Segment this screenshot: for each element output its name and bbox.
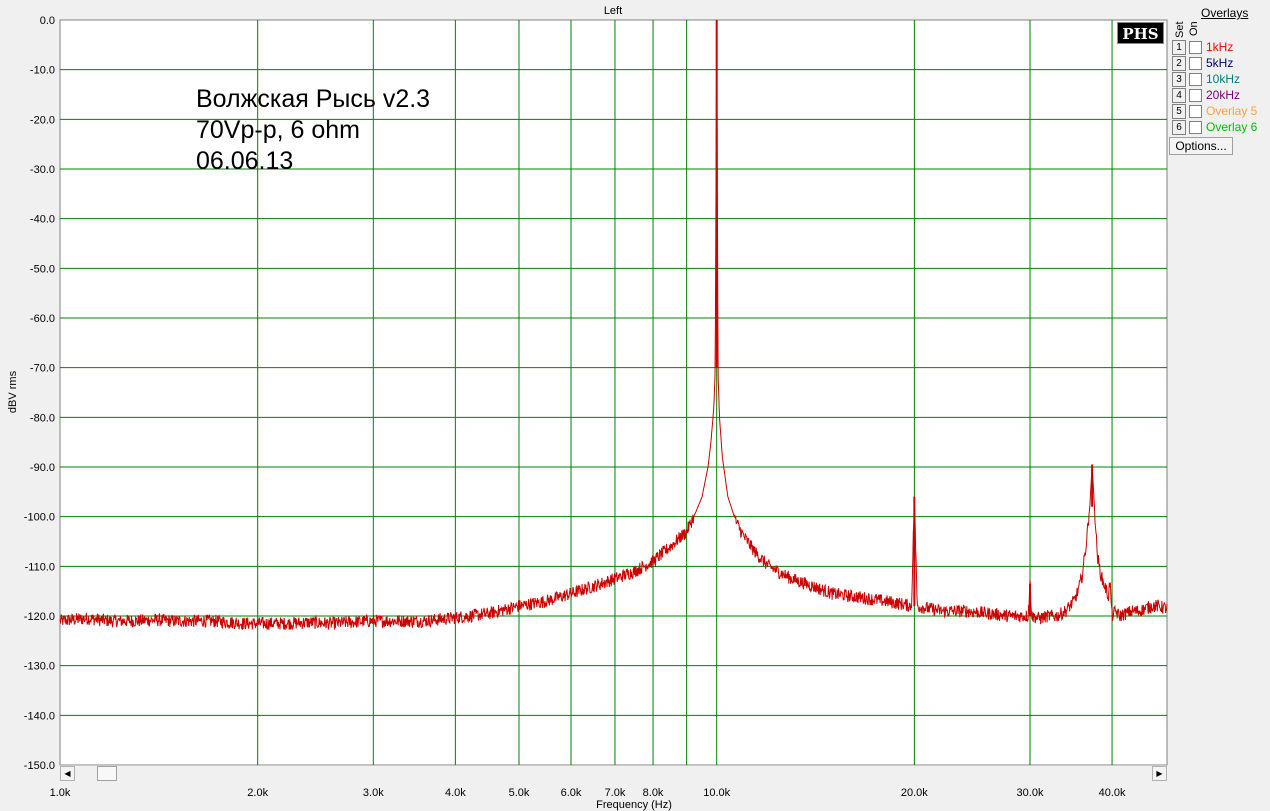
y-tick-label: -80.0 [30,412,55,424]
y-tick-label: -10.0 [30,65,55,77]
scrollbar-thumb[interactable] [97,766,117,781]
gridlines [60,20,1167,765]
overlay-set-button-1[interactable]: 1 [1172,40,1186,55]
overlay-label-5: Overlay 5 [1206,104,1258,118]
y-tick-label: -50.0 [30,263,55,275]
overlay-label-3: 10kHz [1206,72,1241,86]
x-tick-label: 3.0k [363,787,384,799]
y-axis-tick-labels: 0.0 -10.0 -20.0 -30.0 -40.0 -50.0 -60.0 -70.0 -8… [24,15,55,772]
overlay-on-checkbox-4[interactable] [1189,89,1202,102]
x-tick-label: 6.0k [561,787,582,799]
overlay-label-2: 5kHz [1206,56,1234,70]
options-button[interactable]: Options... [1169,137,1233,155]
overlay-set-button-3[interactable]: 3 [1172,72,1186,87]
overlays-panel: Overlays Set On 1 1kHz 2 5kHz 3 10kHz 4 20kHz 5 O… [1168,0,1270,811]
x-tick-label: 1.0k [50,787,71,799]
overlay-row-1: 1 1kHz [1172,40,1268,55]
annotation-block: Волжская Рысь v2.3 70Vp-p, 6 ohm 06.06.13 [196,85,430,175]
x-tick-label: 10.0k [703,787,730,799]
overlay-row-4: 4 20kHz [1172,88,1268,103]
x-tick-label: 5.0k [509,787,530,799]
x-tick-label: 20.0k [901,787,928,799]
overlay-on-checkbox-2[interactable] [1189,57,1202,70]
set-column-label: Set [1174,21,1186,38]
overlay-on-checkbox-3[interactable] [1189,73,1202,86]
y-tick-label: -70.0 [30,363,55,375]
overlay-row-5: 5 Overlay 5 [1172,104,1268,119]
series-layer [59,20,1168,631]
y-tick-label: -90.0 [30,462,55,474]
y-tick-label: -30.0 [30,164,55,176]
scroll-left-button[interactable]: ◀ [60,766,75,781]
annotation-line-3: 06.06.13 [196,147,293,175]
x-axis-label: Frequency (Hz) [596,799,672,811]
y-tick-label: -110.0 [25,561,55,573]
y-tick-label: -60.0 [30,313,55,325]
x-tick-label: 4.0k [445,787,466,799]
overlays-title: Overlays [1201,6,1249,20]
overlay-set-button-2[interactable]: 2 [1172,56,1186,71]
x-tick-label: 8.0k [643,787,664,799]
annotation-line-2: 70Vp-p, 6 ohm [196,116,360,144]
overlay-on-checkbox-1[interactable] [1189,41,1202,54]
x-tick-label: 2.0k [247,787,268,799]
on-column-label: On [1188,21,1200,36]
y-tick-label: -100.0 [24,512,55,524]
overlay-label-4: 20kHz [1206,88,1241,102]
scroll-left-icon: ◀ [64,769,71,778]
plot-area[interactable] [59,19,1168,766]
series-line [59,54,1168,631]
y-axis-label: dBV rms [7,370,19,413]
overlay-on-checkbox-6[interactable] [1189,121,1202,134]
scroll-right-button[interactable]: ▶ [1152,766,1167,781]
overlay-set-button-6[interactable]: 6 [1172,120,1186,135]
x-tick-label: 40.0k [1099,787,1126,799]
overlay-label-1: 1kHz [1206,40,1234,54]
horizontal-scrollbar[interactable]: ◀ ▶ [60,765,1167,782]
overlay-on-checkbox-5[interactable] [1189,105,1202,118]
y-tick-label: 0.0 [40,15,55,27]
y-tick-label: -40.0 [30,214,55,226]
overlay-set-button-5[interactable]: 5 [1172,104,1186,119]
overlay-row-3: 3 10kHz [1172,72,1268,87]
y-tick-label: -140.0 [24,710,55,722]
y-tick-label: -120.0 [24,611,55,623]
x-tick-label: 7.0k [605,787,626,799]
overlay-label-6: Overlay 6 [1206,120,1258,134]
chart-title: Left [604,5,622,17]
y-tick-label: -150.0 [24,760,55,772]
y-tick-label: -130.0 [24,661,55,673]
scroll-right-icon: ▶ [1156,769,1163,778]
phs-logo: PHS [1117,22,1164,44]
overlay-set-button-4[interactable]: 4 [1172,88,1186,103]
overlay-row-6: 6 Overlay 6 [1172,120,1268,135]
annotation-line-1: Волжская Рысь v2.3 [196,85,430,113]
x-axis-tick-labels: 1.0k 2.0k 3.0k 4.0k 5.0k 6.0k 7.0k 8.0k 10.0k 20.… [50,787,1126,799]
y-tick-label: -20.0 [30,114,55,126]
overlay-row-2: 2 5kHz [1172,56,1268,71]
x-tick-label: 30.0k [1017,787,1044,799]
